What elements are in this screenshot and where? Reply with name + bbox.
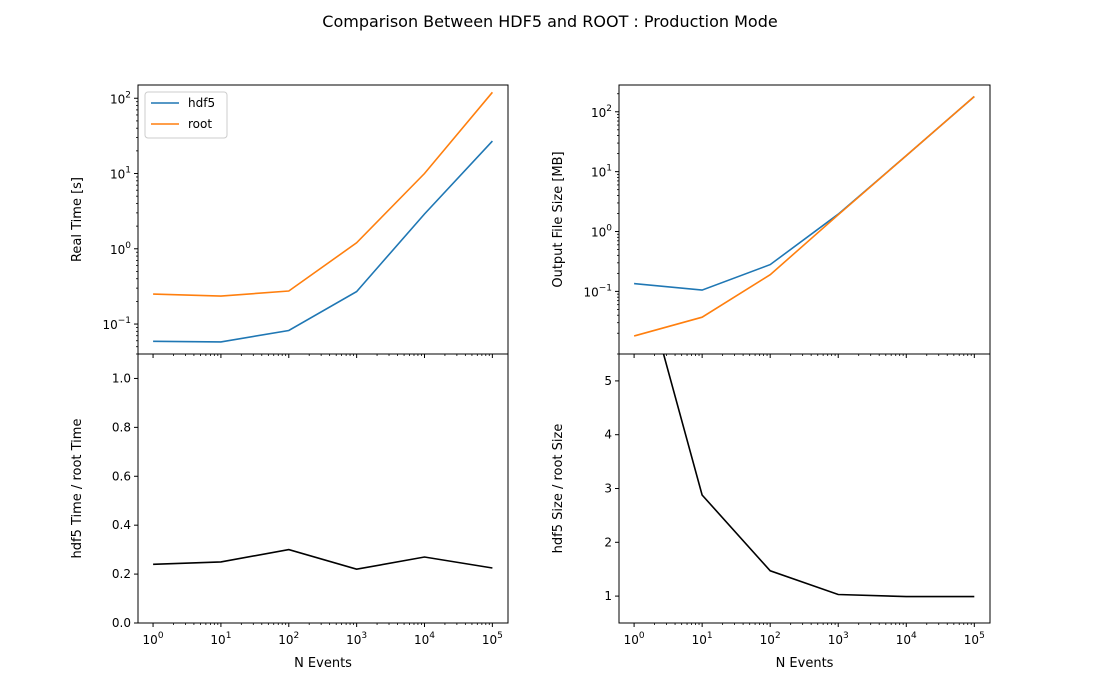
- y-tick-label: 10−1: [102, 316, 131, 332]
- y-tick-label: 102: [591, 104, 612, 120]
- x-tick-label: 102: [278, 631, 299, 647]
- y-tick-label: 0.6: [112, 469, 131, 483]
- y-tick-label: 0.2: [112, 567, 131, 581]
- y-axis-label: Output File Size [MB]: [551, 151, 566, 287]
- figure-title: Comparison Between HDF5 and ROOT : Produ…: [322, 12, 778, 31]
- x-tick-label: 100: [143, 631, 164, 647]
- series-line-root: [153, 91, 494, 297]
- x-tick-label: 104: [896, 631, 917, 647]
- y-tick-label: 102: [110, 90, 131, 106]
- legend: hdf5 root: [144, 91, 228, 139]
- legend-label-hdf5: hdf5: [188, 96, 215, 110]
- x-tick-label: 103: [828, 631, 849, 647]
- x-tick-label: 105: [964, 631, 985, 647]
- series-line-ratio: [662, 354, 975, 598]
- series-line-hdf5: [153, 140, 493, 343]
- y-axis-label: hdf5 Time / root Time: [70, 419, 85, 559]
- x-tick-label: 102: [760, 631, 781, 647]
- axes-frame: [618, 84, 991, 355]
- y-tick-label: 101: [591, 164, 612, 180]
- y-tick-label: 0.0: [112, 616, 131, 630]
- y-tick-label: 100: [110, 241, 131, 257]
- x-tick-label: 104: [414, 631, 435, 647]
- x-axis-label: N Events: [776, 656, 834, 671]
- y-axis-label: Real Time [s]: [70, 177, 85, 262]
- y-tick-label: 0.8: [112, 420, 131, 434]
- x-tick-label: 103: [346, 631, 367, 647]
- y-tick-label: 3: [604, 482, 612, 496]
- series-line-root: [633, 95, 975, 337]
- x-tick-label: 101: [692, 631, 713, 647]
- y-tick-label: 4: [604, 428, 612, 442]
- x-tick-label: 105: [482, 631, 503, 647]
- y-tick-label: 0.4: [112, 518, 131, 532]
- y-tick-label: 1: [604, 589, 612, 603]
- y-tick-label: 101: [110, 166, 131, 182]
- x-axis-label: N Events: [294, 656, 352, 671]
- x-tick-label: 101: [210, 631, 231, 647]
- series-line-hdf5: [634, 95, 975, 291]
- axes-frame: [618, 353, 991, 624]
- y-tick-label: 5: [604, 374, 612, 388]
- y-axis-label: hdf5 Size / root Size: [551, 424, 566, 554]
- y-tick-label: 2: [604, 535, 612, 549]
- y-tick-label: 10−1: [583, 283, 612, 299]
- y-tick-label: 100: [591, 224, 612, 240]
- axes-frame: [137, 353, 509, 624]
- x-tick-label: 100: [624, 631, 645, 647]
- series-line-ratio: [153, 548, 493, 571]
- y-tick-label: 1.0: [112, 371, 131, 385]
- legend-label-root: root: [188, 117, 212, 131]
